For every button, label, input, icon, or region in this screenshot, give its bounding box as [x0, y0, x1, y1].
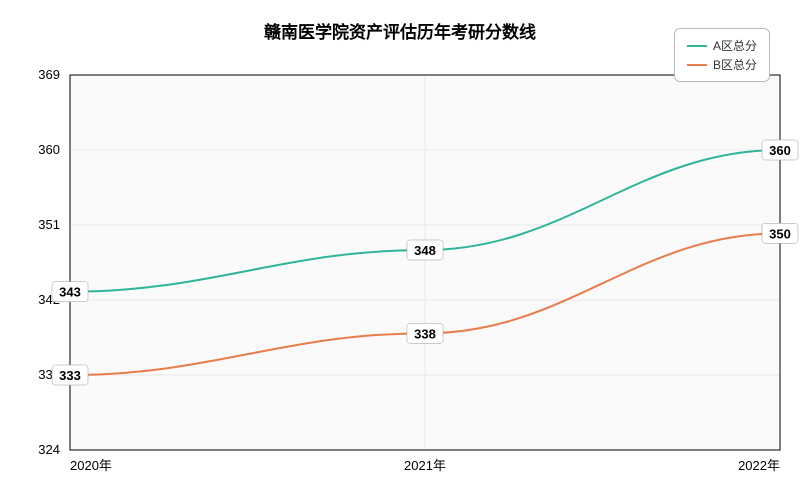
legend-label-b: B区总分 [713, 56, 757, 73]
legend-swatch-b [687, 64, 707, 66]
legend-item-b: B区总分 [687, 56, 757, 73]
svg-text:351: 351 [38, 217, 60, 232]
svg-text:333: 333 [59, 368, 81, 383]
svg-text:348: 348 [414, 243, 436, 258]
svg-text:2022年: 2022年 [738, 458, 780, 473]
chart-container: 赣南医学院资产评估历年考研分数线 A区总分 B区总分 3243333423513… [0, 0, 800, 500]
svg-text:343: 343 [59, 285, 81, 300]
chart-legend: A区总分 B区总分 [674, 28, 770, 82]
chart-title: 赣南医学院资产评估历年考研分数线 [264, 18, 536, 43]
svg-text:338: 338 [414, 326, 436, 341]
svg-text:369: 369 [38, 67, 60, 82]
svg-text:360: 360 [38, 142, 60, 157]
svg-text:2021年: 2021年 [404, 458, 446, 473]
legend-item-a: A区总分 [687, 37, 757, 54]
svg-text:350: 350 [769, 226, 791, 241]
svg-text:2020年: 2020年 [70, 458, 112, 473]
legend-swatch-a [687, 45, 707, 47]
svg-text:360: 360 [769, 143, 791, 158]
svg-text:324: 324 [38, 442, 60, 457]
legend-label-a: A区总分 [713, 37, 757, 54]
